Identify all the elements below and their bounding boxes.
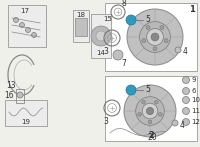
Circle shape (148, 120, 152, 124)
Circle shape (159, 113, 162, 116)
Text: 17: 17 (21, 8, 30, 14)
Circle shape (182, 107, 190, 115)
Text: 5: 5 (145, 86, 150, 95)
Text: 18: 18 (76, 12, 86, 18)
Circle shape (126, 85, 136, 95)
Text: 2: 2 (148, 132, 154, 141)
Text: 15: 15 (104, 16, 112, 22)
Text: 9: 9 (191, 77, 196, 83)
Circle shape (32, 32, 36, 37)
Circle shape (182, 87, 190, 95)
Circle shape (155, 100, 158, 104)
Circle shape (182, 96, 190, 103)
Text: 12: 12 (191, 119, 200, 125)
Text: 3: 3 (103, 47, 108, 56)
Bar (73, 10, 89, 42)
Bar (8, 5, 46, 47)
Circle shape (164, 39, 168, 43)
Text: 14: 14 (97, 50, 105, 56)
Bar (75, 18, 87, 36)
Circle shape (140, 22, 170, 52)
Text: 1: 1 (189, 5, 195, 15)
Circle shape (136, 97, 164, 125)
Circle shape (147, 29, 163, 45)
Text: 13: 13 (6, 81, 16, 90)
Text: 8: 8 (121, 0, 126, 7)
Bar (105, 76, 197, 141)
Circle shape (151, 33, 159, 41)
Circle shape (172, 120, 178, 126)
Circle shape (182, 76, 190, 83)
Bar (5, 100, 47, 126)
Circle shape (113, 50, 123, 60)
Circle shape (14, 17, 18, 22)
Text: 5: 5 (145, 15, 150, 25)
Text: 3: 3 (103, 117, 108, 127)
Circle shape (127, 9, 183, 65)
Text: 7: 7 (121, 60, 126, 69)
Circle shape (142, 39, 146, 43)
Circle shape (126, 15, 136, 25)
Circle shape (142, 103, 158, 119)
Text: 4: 4 (183, 47, 188, 56)
Text: 16: 16 (4, 91, 14, 100)
Text: 20: 20 (148, 132, 158, 142)
Text: 4: 4 (180, 121, 185, 130)
Text: 6: 6 (191, 88, 196, 94)
Text: 11: 11 (191, 108, 200, 114)
Circle shape (146, 107, 154, 115)
Circle shape (26, 27, 30, 32)
Circle shape (91, 26, 111, 46)
Bar (91, 14, 111, 58)
Circle shape (138, 113, 141, 116)
Circle shape (182, 118, 190, 126)
Circle shape (96, 31, 106, 41)
Bar (105, 3, 197, 71)
Circle shape (17, 92, 23, 98)
Circle shape (124, 85, 176, 137)
Circle shape (20, 22, 24, 27)
Bar (16, 89, 24, 103)
Circle shape (146, 26, 150, 29)
Circle shape (175, 47, 181, 53)
Circle shape (160, 26, 164, 29)
Text: 19: 19 (22, 119, 30, 125)
Text: 10: 10 (191, 97, 200, 103)
Circle shape (153, 47, 157, 51)
Circle shape (142, 100, 145, 104)
